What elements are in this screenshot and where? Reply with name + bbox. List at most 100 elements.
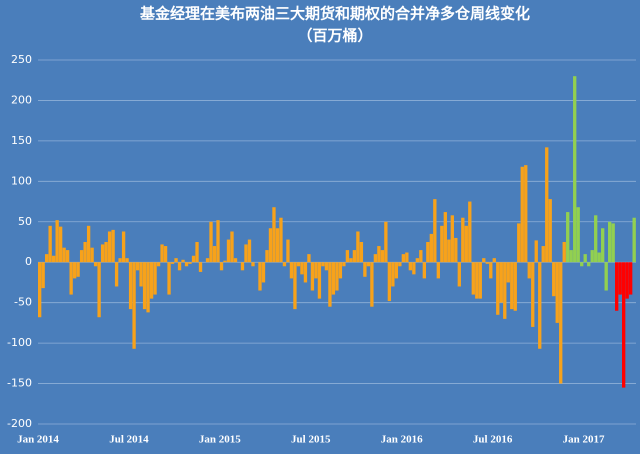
bar	[517, 223, 521, 263]
bar	[79, 250, 84, 263]
bar	[335, 262, 339, 291]
bar	[118, 258, 122, 263]
bar	[405, 252, 409, 263]
bar	[76, 262, 80, 277]
bar	[226, 239, 231, 263]
bar	[443, 212, 447, 263]
x-tick-label: Jan 2016	[381, 434, 423, 446]
bar	[48, 225, 52, 263]
bar	[548, 199, 552, 263]
bar	[426, 242, 430, 263]
bar	[97, 262, 101, 318]
bar	[415, 258, 420, 263]
bar	[261, 262, 266, 283]
y-tick-label: -100	[7, 336, 32, 349]
bar	[594, 215, 598, 263]
bar	[167, 262, 171, 295]
bar	[170, 262, 175, 264]
bar	[604, 262, 608, 291]
bar	[174, 258, 178, 263]
bar	[510, 262, 514, 310]
bar	[513, 262, 517, 311]
bar	[496, 262, 500, 315]
bar	[618, 262, 622, 295]
bar	[373, 254, 378, 263]
bar	[286, 239, 290, 263]
bar	[69, 262, 73, 295]
bar	[258, 262, 262, 291]
bar	[611, 223, 615, 263]
bar	[111, 229, 115, 263]
bar	[160, 244, 164, 263]
x-tick-label: Jul 2015	[291, 434, 331, 446]
x-tick-label: Jan 2015	[199, 434, 241, 446]
bar	[310, 262, 315, 291]
bar	[478, 262, 482, 299]
bar	[342, 262, 346, 267]
bar	[289, 262, 294, 279]
bar	[345, 250, 350, 263]
bar	[275, 228, 280, 263]
bar	[139, 262, 143, 287]
bar	[219, 262, 224, 271]
bar	[527, 262, 531, 279]
bar	[324, 262, 329, 271]
bar	[632, 217, 636, 263]
bar	[538, 262, 542, 349]
chart-subtitle: （百万桶）	[297, 27, 372, 45]
bar	[282, 262, 287, 267]
bar	[293, 262, 297, 310]
bar	[195, 242, 199, 263]
bar	[450, 215, 454, 263]
bar	[265, 250, 269, 263]
bar	[398, 262, 402, 267]
bar	[104, 242, 108, 263]
bar	[153, 262, 157, 295]
bar	[135, 262, 140, 271]
bar	[387, 262, 392, 302]
bar	[622, 262, 626, 388]
bar	[520, 166, 524, 263]
x-tick-label: Jul 2014	[109, 434, 149, 446]
bar	[100, 244, 105, 263]
bar	[44, 254, 49, 263]
bar	[128, 262, 133, 310]
bar	[377, 246, 381, 263]
bar	[457, 262, 461, 287]
bar	[300, 262, 304, 275]
bar	[51, 255, 56, 263]
bar	[524, 165, 528, 263]
bar	[272, 207, 276, 263]
bar	[485, 262, 489, 264]
bar	[429, 233, 433, 263]
bar	[559, 262, 563, 384]
bar	[55, 220, 59, 263]
bar	[454, 237, 458, 263]
bar	[83, 242, 87, 263]
bar	[394, 262, 399, 279]
bar	[247, 239, 252, 263]
bar	[464, 225, 468, 263]
bar	[475, 262, 479, 299]
bar	[93, 262, 98, 267]
bar	[545, 147, 549, 263]
bar	[597, 252, 601, 263]
bar	[566, 212, 570, 263]
bar	[181, 259, 185, 263]
bar	[321, 262, 325, 267]
bar	[615, 262, 619, 311]
bar	[163, 246, 168, 263]
y-tick-label: -150	[7, 377, 32, 390]
bar	[307, 254, 311, 263]
bar	[156, 262, 161, 267]
bar	[461, 217, 465, 263]
bar	[114, 262, 119, 287]
bar	[209, 221, 213, 263]
bar	[471, 262, 475, 295]
bar	[366, 262, 371, 267]
bar	[177, 262, 182, 271]
bar	[583, 254, 587, 263]
bar	[216, 220, 220, 263]
y-tick-label: -50	[14, 296, 32, 309]
x-tick-label: Jan 2017	[563, 434, 605, 446]
